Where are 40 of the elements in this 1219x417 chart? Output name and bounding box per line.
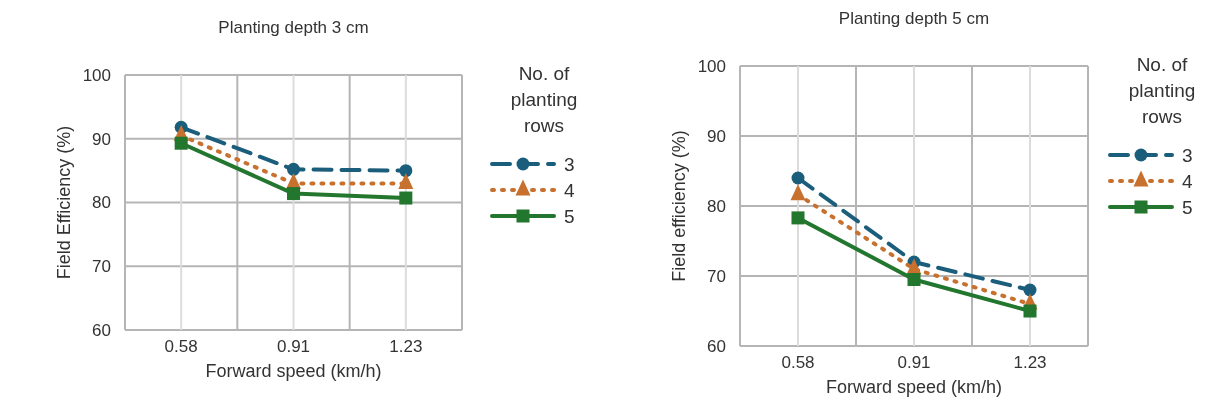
y-tick-label: 70 [707, 266, 726, 286]
y-tick-label: 80 [707, 196, 726, 216]
y-tick-label: 60 [92, 320, 111, 340]
legend-label: 5 [1182, 196, 1193, 218]
point [1023, 304, 1037, 318]
y-tick-label: 100 [697, 56, 726, 76]
point [287, 162, 300, 176]
x-tick-label: 0.91 [276, 337, 311, 356]
point [287, 187, 300, 201]
y-axis-title: Field Efficiency (%) [54, 125, 74, 280]
y-tick-label: 90 [92, 129, 111, 149]
chart-title: Planting depth 3 cm [218, 18, 369, 37]
x-tick-label: 0.58 [781, 353, 815, 372]
x-axis-title: Forward speed (km/h) [825, 377, 1003, 397]
x-tick-label: 0.58 [164, 337, 198, 356]
legend-label: 3 [564, 153, 575, 175]
legend-label: 3 [1182, 144, 1193, 166]
legend-label: 4 [564, 179, 575, 201]
chart-title: Planting depth 5 cm [838, 9, 990, 28]
point [791, 171, 805, 185]
legend-label: 5 [564, 205, 575, 227]
x-tick-label: 1.23 [389, 337, 423, 356]
y-tick-label: 60 [707, 336, 726, 356]
legend-label: 4 [1182, 170, 1193, 192]
point [174, 136, 188, 150]
legend-title: No. of planting rows [1128, 54, 1196, 127]
point [399, 164, 413, 178]
x-axis-title: Forward speed (km/h) [205, 361, 382, 381]
y-tick-label: 70 [92, 257, 111, 277]
x-tick-label: 1.23 [1013, 353, 1047, 372]
x-tick-label: 0.91 [897, 353, 931, 372]
point [907, 273, 921, 286]
y-tick-label: 80 [92, 193, 111, 213]
y-axis-title: Field efficiency (%) [669, 130, 689, 282]
point [791, 211, 805, 225]
y-tick-label: 100 [82, 65, 111, 85]
point [399, 191, 413, 205]
point [1023, 283, 1037, 297]
legend-title: No. of planting rows [510, 63, 578, 136]
y-tick-label: 90 [707, 126, 726, 146]
